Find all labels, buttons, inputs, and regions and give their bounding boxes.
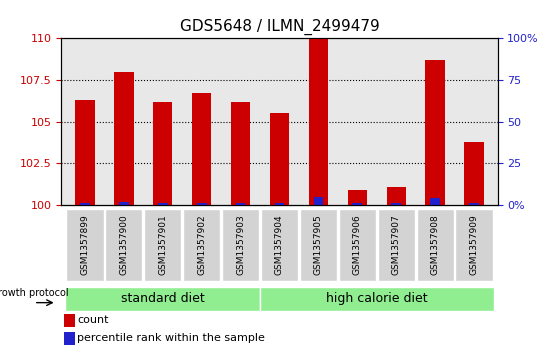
Bar [197,203,206,205]
Text: GSM1357903: GSM1357903 [236,215,245,276]
Text: GSM1357906: GSM1357906 [353,215,362,276]
Text: GSM1357901: GSM1357901 [158,215,167,276]
Bar [158,203,168,205]
FancyBboxPatch shape [66,209,103,281]
Text: GSM1357900: GSM1357900 [119,215,128,276]
FancyBboxPatch shape [65,287,260,311]
Bar [430,199,440,205]
Bar [470,203,479,205]
FancyBboxPatch shape [105,209,143,281]
Text: GSM1357904: GSM1357904 [275,215,284,276]
Bar [75,100,94,205]
Bar [192,93,211,205]
FancyBboxPatch shape [222,209,259,281]
Bar [274,203,285,205]
Bar [153,102,172,205]
Text: GSM1357907: GSM1357907 [392,215,401,276]
Bar [353,203,362,205]
FancyBboxPatch shape [300,209,337,281]
Bar [391,203,401,205]
Bar [236,203,245,205]
FancyBboxPatch shape [456,209,493,281]
Text: GSM1357902: GSM1357902 [197,215,206,276]
Text: GSM1357899: GSM1357899 [80,215,89,276]
Text: GSM1357908: GSM1357908 [431,215,440,276]
FancyBboxPatch shape [339,209,376,281]
Bar [64,314,74,327]
Text: growth protocol: growth protocol [0,287,69,298]
FancyBboxPatch shape [260,287,494,311]
Text: count: count [77,315,108,325]
Bar [348,190,367,205]
Bar [80,203,89,205]
FancyBboxPatch shape [416,209,454,281]
Text: GSM1357909: GSM1357909 [470,215,479,276]
Text: GSM1357905: GSM1357905 [314,215,323,276]
Bar [465,142,484,205]
Bar [309,38,328,205]
Bar [425,60,445,205]
Text: high calorie diet: high calorie diet [326,291,428,305]
FancyBboxPatch shape [144,209,181,281]
Bar [387,187,406,205]
Bar [231,102,250,205]
Bar [114,72,134,205]
FancyBboxPatch shape [261,209,298,281]
FancyBboxPatch shape [183,209,220,281]
FancyBboxPatch shape [378,209,415,281]
Bar [314,197,323,205]
Title: GDS5648 / ILMN_2499479: GDS5648 / ILMN_2499479 [179,19,380,35]
Text: percentile rank within the sample: percentile rank within the sample [77,334,265,343]
Bar [119,202,129,205]
Text: standard diet: standard diet [121,291,205,305]
Bar [64,332,74,345]
Bar [270,113,289,205]
